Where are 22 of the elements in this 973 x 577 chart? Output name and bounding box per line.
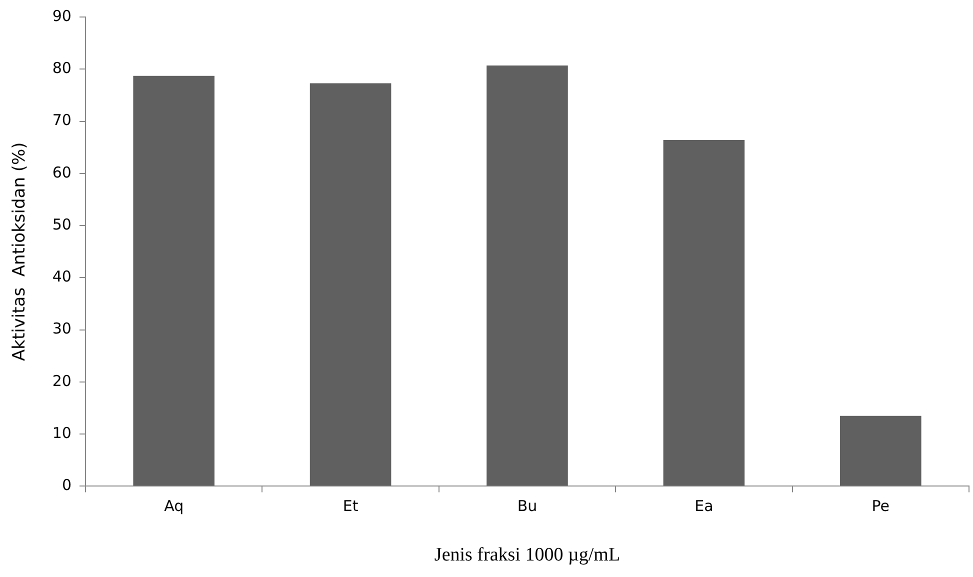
y-tick-label: 80 — [52, 59, 72, 78]
bar — [663, 140, 745, 486]
y-tick-label: 90 — [52, 6, 72, 25]
y-tick-label: 40 — [52, 268, 72, 286]
bar — [840, 416, 922, 486]
y-tick-label: 70 — [52, 111, 72, 130]
y-tick-label: 60 — [52, 163, 72, 182]
x-tick-label: Ea — [694, 497, 714, 516]
x-tick-label: Aq — [164, 497, 184, 516]
y-tick-label: 10 — [52, 424, 72, 442]
y-tick-label: 0 — [62, 476, 72, 494]
x-axis-title: Jenis fraksi 1000 µg/mL — [434, 544, 620, 566]
y-tick-label: 30 — [52, 320, 72, 338]
y-tick-label: 50 — [52, 215, 72, 234]
x-tick-label: Pe — [872, 497, 890, 516]
x-tick-label: Et — [342, 497, 358, 516]
y-axis-title: Aktivitas Antioksidan (%) — [10, 142, 30, 362]
y-tick-label: 20 — [52, 372, 72, 390]
bar — [133, 76, 214, 486]
bar — [310, 83, 392, 486]
bar — [486, 65, 568, 486]
x-tick-label: Bu — [517, 497, 538, 516]
